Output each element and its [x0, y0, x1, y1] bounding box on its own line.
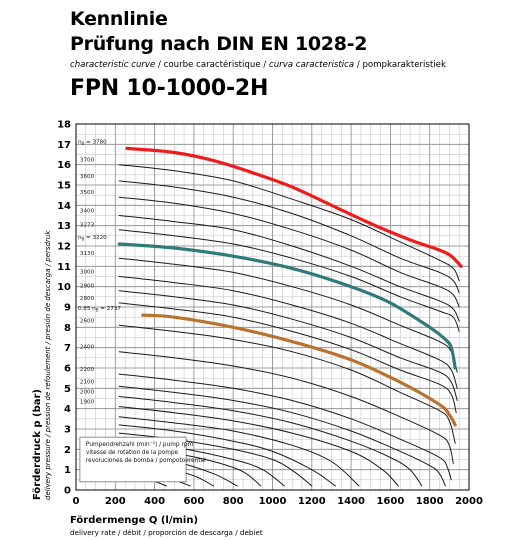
curve-rpm [118, 215, 460, 322]
curve-labels: nB = 3780 3700 3600 3500 3400 3273 nB = 3220 31… [78, 139, 121, 405]
legend-line: revoluciones de bomba / pompotoerental [86, 458, 206, 464]
curve-rpm [118, 396, 423, 487]
axis-titles: Fördermenge Q (l/min) delivery rate / déb… [32, 230, 263, 537]
curve-rpm [118, 385, 446, 487]
curve-rpm [118, 257, 458, 373]
legend-box: Pumpendrehzahl (min⁻¹) / pump rpm vitesse… [79, 436, 206, 483]
y-tick-label: 9 [64, 303, 71, 314]
subtitle-part: / [260, 60, 269, 70]
curve-rpm [118, 290, 458, 401]
y-tick-label: 7 [64, 343, 71, 354]
curve-teal [117, 242, 457, 370]
x-tick-label: 2000 [455, 496, 483, 507]
curve-label: 3600 [80, 174, 95, 180]
x-tick-label: 1800 [416, 496, 444, 507]
y-tick-label: 2 [64, 445, 71, 456]
curve-label: 3273 [80, 223, 95, 229]
x-tick-label: 1200 [298, 496, 326, 507]
legend-frame [79, 436, 187, 483]
x-tick-label: 200 [105, 496, 126, 507]
curve-label: nB = 3780 [78, 139, 107, 146]
curve-label: 2200 [80, 367, 95, 373]
y-tick-label: 4 [64, 404, 71, 415]
chart-subtitle: characteristic curve / courbe caractéris… [70, 60, 446, 70]
y-tick-label: 10 [57, 282, 71, 293]
x-tick-label: 400 [144, 496, 165, 507]
curve-label: 3500 [80, 190, 95, 196]
curve-label: nB = 3220 [78, 235, 107, 242]
legend-line: Pumpendrehzahl (min⁻¹) / pump rpm [86, 441, 194, 448]
curve-label: 3130 [80, 251, 95, 257]
x-tick-label: 1000 [259, 496, 287, 507]
curve-rpm [118, 164, 460, 282]
y-tick-label: 17 [57, 140, 71, 151]
y-tick-label: 6 [64, 364, 71, 375]
curve-label: 3400 [80, 208, 95, 214]
legend-line: vitesse de rotation de la pompe [86, 450, 179, 456]
curve-rpm [118, 416, 360, 487]
curve-rpm [118, 276, 458, 389]
subtitle-part: courbe caractéristique [163, 60, 261, 70]
subtitle-part: / [354, 60, 363, 70]
curve-rpm [118, 373, 452, 481]
curve-rpm [118, 302, 457, 414]
y-axis-subtitle: delivery pressure / pression de refoulem… [44, 230, 52, 500]
y-tick-label: 0 [64, 486, 71, 497]
y-tick-label: 14 [57, 201, 71, 212]
subtitle-part: pompkarakteristiek [362, 60, 446, 70]
x-tick-label: 1600 [376, 496, 404, 507]
curve-rpm [118, 424, 336, 487]
curve-rpm [118, 180, 460, 294]
curve-label: 2000 [80, 389, 95, 395]
curve-rpm [118, 351, 454, 465]
curve-label: 1900 [80, 400, 95, 406]
y-tick-label: 11 [57, 262, 71, 273]
curve-label: 2100 [80, 379, 95, 385]
y-tick-label: 13 [57, 221, 71, 232]
curve-rpm [118, 406, 399, 487]
curve-label: 3700 [80, 158, 95, 164]
axis-ticks: 0 200 400 600 800 1000 1200 1400 1600 1800 2000012… [57, 120, 483, 508]
curve-rpm [118, 229, 460, 332]
curve-brown [141, 313, 457, 427]
y-tick-label: 16 [57, 160, 71, 171]
y-tick-label: 1 [64, 465, 71, 476]
curve-label: 2400 [80, 345, 95, 351]
y-tick-label: 8 [64, 323, 71, 334]
x-tick-label: 800 [223, 496, 244, 507]
x-tick-label: 600 [183, 496, 204, 507]
curve-rpm [118, 196, 460, 308]
curve-label: 2600 [80, 318, 95, 324]
x-tick-label: 1400 [337, 496, 365, 507]
y-tick-label: 5 [64, 384, 71, 395]
plot-frame [75, 123, 470, 491]
curve-label: 3000 [80, 269, 95, 275]
x-axis-subtitle: delivery rate / débit / proporción de de… [70, 528, 263, 537]
chart-title-line1: Kennlinie [70, 8, 168, 30]
chart-title-line2: Prüfung nach DIN EN 1028-2 [70, 33, 368, 55]
curve-rpm [118, 324, 456, 444]
curve-label: 0,85 nB = 2737 [78, 306, 121, 313]
subtitle-part: curva caracteristica [268, 60, 355, 70]
curve-label: 2900 [80, 284, 95, 290]
y-tick-label: 15 [57, 181, 71, 192]
x-tick-label: 0 [73, 496, 80, 507]
y-tick-label: 12 [57, 242, 71, 253]
curve-label: 2800 [80, 296, 95, 302]
x-axis-title: Fördermenge Q (l/min) [70, 515, 198, 526]
y-axis-title: Förderdruck p (bar) [32, 389, 43, 500]
subtitle-part: / [155, 60, 164, 70]
y-tick-label: 18 [57, 120, 71, 131]
curve-red [125, 146, 463, 268]
pump-model: FPN 10-1000-2H [70, 76, 269, 101]
subtitle-part: characteristic curve [70, 60, 156, 70]
y-tick-label: 3 [64, 425, 71, 436]
curves [117, 146, 463, 487]
